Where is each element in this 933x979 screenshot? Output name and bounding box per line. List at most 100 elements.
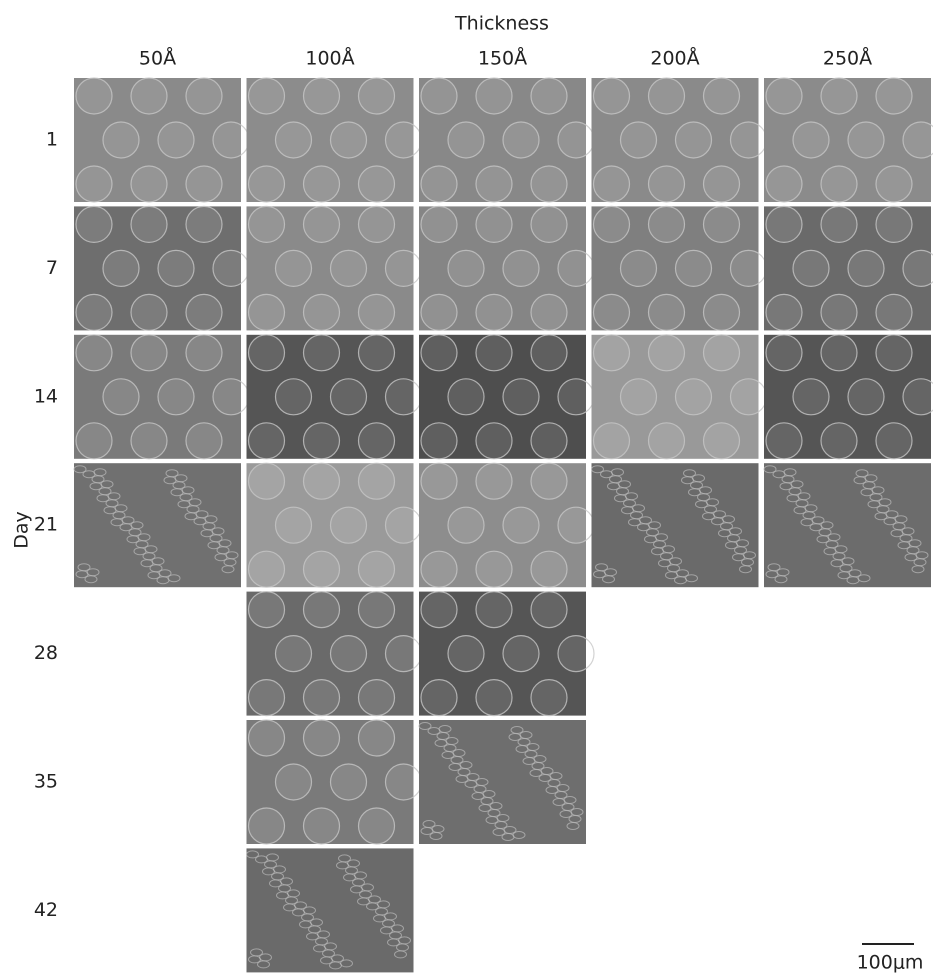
cell-island [386,379,422,415]
cell-island [76,78,112,114]
cell-island [503,379,539,415]
micrograph [74,463,241,587]
cell-island [558,507,594,543]
cell-island [421,206,457,242]
cell-island [731,250,767,286]
cell-island [531,294,567,330]
cell-island [131,166,167,202]
cell-island [131,294,167,330]
cell-island [249,423,285,459]
cell-island [131,78,167,114]
cell-island [649,294,685,330]
cell-island [704,166,740,202]
cell-island [903,122,933,158]
cell-island [531,78,567,114]
column-label: 50Å [139,47,176,70]
cell-island [186,166,222,202]
column-title: Thickness [454,13,549,35]
cell-island [793,250,829,286]
cell-island [249,808,285,844]
cell-island [876,423,912,459]
cell-island [76,166,112,202]
cell-island [876,206,912,242]
cell-island [249,206,285,242]
cell-island [276,636,312,672]
cell-island [448,122,484,158]
cell-island [876,166,912,202]
cell-island [876,294,912,330]
micrograph [247,848,414,972]
cell-island [503,507,539,543]
cell-island [848,250,884,286]
cell-island [304,551,340,587]
cell-island [421,463,457,499]
cell-island [704,423,740,459]
cell-island [448,379,484,415]
row-label: 35 [34,771,58,793]
cell-island [903,250,933,286]
cell-island [848,379,884,415]
cell-island [103,122,139,158]
cell-island [304,78,340,114]
cell-island [766,335,802,371]
cell-island [331,379,367,415]
cell-island [158,122,194,158]
cell-island [249,166,285,202]
cell-island [476,463,512,499]
row-label: 1 [46,129,58,151]
cell-island [649,206,685,242]
cell-island [421,592,457,628]
cell-island [621,122,657,158]
cell-island [476,423,512,459]
cell-island [531,335,567,371]
cell-island [331,507,367,543]
cell-island [876,335,912,371]
cell-island [158,250,194,286]
cell-island [249,335,285,371]
cell-island [186,206,222,242]
cell-island [594,423,630,459]
cell-island [76,335,112,371]
cell-island [531,166,567,202]
cell-island [421,294,457,330]
cell-island [304,463,340,499]
cell-island [448,636,484,672]
cell-island [304,423,340,459]
micrograph [592,463,759,587]
cell-island [649,166,685,202]
cell-island [386,250,422,286]
cell-island [213,379,249,415]
row-label: 28 [34,642,58,664]
cell-island [821,335,857,371]
cell-island [621,379,657,415]
cell-island [421,78,457,114]
cell-island [359,206,395,242]
cell-island [558,379,594,415]
cell-island [359,551,395,587]
cell-island [731,122,767,158]
cell-island [594,78,630,114]
cell-island [649,78,685,114]
cell-island [359,335,395,371]
cell-island [531,592,567,628]
cell-island [476,206,512,242]
cell-island [876,78,912,114]
cell-island [448,507,484,543]
cell-island [531,463,567,499]
scale-bar-label: 100μm [857,952,924,974]
cell-island [421,551,457,587]
cell-island [331,636,367,672]
cell-island [704,294,740,330]
cell-island [731,379,767,415]
cell-island [594,294,630,330]
cell-island [186,335,222,371]
cell-island [766,423,802,459]
cell-island [103,379,139,415]
cell-island [276,122,312,158]
cell-island [276,379,312,415]
cell-island [249,294,285,330]
cell-island [704,206,740,242]
cell-island [476,166,512,202]
cell-island [304,206,340,242]
cell-island [821,166,857,202]
